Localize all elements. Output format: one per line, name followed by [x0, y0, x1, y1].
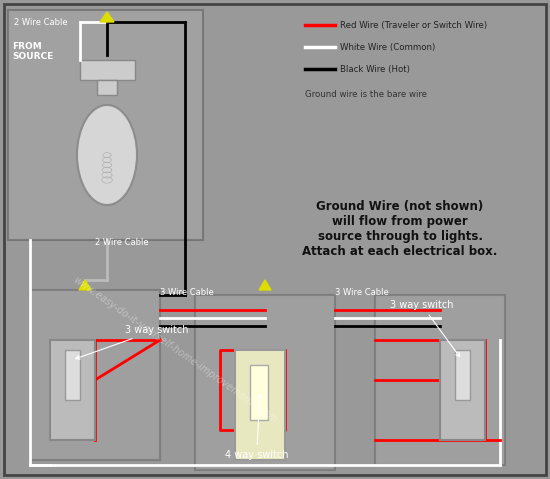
- Text: FROM
SOURCE: FROM SOURCE: [12, 42, 53, 61]
- Polygon shape: [259, 280, 271, 290]
- Text: 3 Wire Cable: 3 Wire Cable: [335, 288, 389, 297]
- Text: Black Wire (Hot): Black Wire (Hot): [340, 65, 410, 73]
- Text: Ground Wire (not shown)
will flow from power
source through to lights.
Attach at: Ground Wire (not shown) will flow from p…: [302, 200, 498, 258]
- Text: Ground wire is the bare wire: Ground wire is the bare wire: [305, 90, 427, 99]
- Bar: [8, 10, 203, 240]
- Text: 4 way switch: 4 way switch: [225, 394, 289, 460]
- Bar: [97, 80, 117, 95]
- Bar: [65, 350, 80, 400]
- Bar: [235, 350, 285, 460]
- Text: 2 Wire Cable: 2 Wire Cable: [95, 238, 148, 247]
- Text: 2 Wire Cable: 2 Wire Cable: [14, 18, 68, 27]
- Text: 3 way switch: 3 way switch: [76, 325, 189, 359]
- Bar: [455, 350, 470, 400]
- Bar: [440, 340, 485, 440]
- Ellipse shape: [77, 105, 137, 205]
- Text: Red Wire (Traveler or Switch Wire): Red Wire (Traveler or Switch Wire): [340, 21, 487, 30]
- Bar: [375, 295, 505, 465]
- Bar: [30, 290, 160, 460]
- Polygon shape: [79, 280, 91, 290]
- Bar: [50, 340, 95, 440]
- Text: 3 Wire Cable: 3 Wire Cable: [160, 288, 214, 297]
- Text: www.easy-do-it-yourself-home-improvements.com: www.easy-do-it-yourself-home-improvement…: [71, 275, 279, 425]
- Bar: [195, 295, 335, 470]
- Bar: [80, 60, 135, 80]
- Text: White Wire (Common): White Wire (Common): [340, 43, 435, 52]
- Text: 3 way switch: 3 way switch: [390, 300, 460, 357]
- Bar: [250, 365, 268, 420]
- Polygon shape: [100, 12, 114, 22]
